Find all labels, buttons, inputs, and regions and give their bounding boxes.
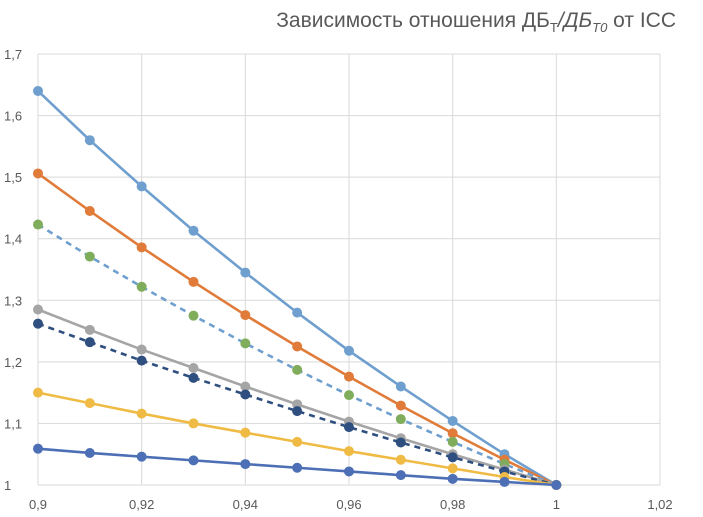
data-point (136, 408, 147, 419)
data-point (447, 452, 458, 463)
data-point (136, 281, 147, 292)
y-tick-label: 1 (4, 478, 11, 493)
chart-title-sub1: Т (550, 20, 558, 35)
data-point (344, 446, 354, 457)
series-line (37, 322, 557, 487)
x-tick-label: 0,9 (29, 497, 47, 512)
data-point (84, 135, 95, 146)
data-point (136, 355, 147, 366)
data-point (499, 476, 510, 487)
chart-title: Зависимость отношения ДБТ/ДБТ0 от ICC (276, 9, 676, 35)
data-point (33, 318, 43, 329)
data-point (33, 85, 43, 96)
y-axis: 1 1,1 1,2 1,3 1,4 1,5 1,6 1,7 (4, 47, 22, 493)
data-point (136, 242, 147, 253)
data-point (188, 418, 199, 429)
y-tick-label: 1,5 (4, 170, 22, 185)
data-point (240, 310, 251, 321)
data-point (188, 310, 199, 321)
data-point (395, 414, 406, 425)
chart-title-suffix: от ICC (607, 9, 676, 32)
series-line (37, 90, 557, 487)
grid (37, 53, 661, 486)
y-tick-label: 1,1 (4, 416, 22, 431)
series-layer (33, 85, 562, 490)
data-point (136, 344, 147, 355)
y-tick-label: 1,3 (4, 293, 22, 308)
data-point (447, 415, 458, 426)
data-point (395, 437, 406, 448)
data-point (84, 324, 95, 335)
data-point (395, 381, 406, 392)
data-point (136, 451, 147, 462)
series-2 (33, 168, 562, 490)
chart-title-mid: /ДБ (556, 9, 592, 32)
data-point (344, 390, 354, 401)
data-point (292, 341, 303, 352)
data-point (395, 470, 406, 481)
data-point (240, 427, 251, 438)
data-point (447, 428, 458, 439)
data-point (84, 337, 95, 348)
data-point (292, 436, 303, 447)
y-tick-label: 1,2 (4, 355, 22, 370)
x-tick-label: 0,96 (336, 497, 361, 512)
data-point (395, 454, 406, 465)
series-4 (33, 304, 562, 490)
data-point (84, 398, 95, 409)
y-tick-label: 1,7 (4, 47, 22, 62)
x-tick-label: 0,92 (129, 497, 154, 512)
series-7 (33, 443, 562, 490)
data-point (84, 206, 95, 217)
data-point (344, 371, 354, 382)
y-tick-label: 1,4 (4, 232, 22, 247)
data-point (344, 422, 354, 433)
data-point (447, 473, 458, 484)
y-tick-label: 1,6 (4, 109, 22, 124)
data-point (240, 389, 251, 400)
data-point (136, 181, 147, 192)
data-point (33, 387, 43, 398)
data-point (33, 168, 43, 179)
data-point (240, 338, 251, 349)
data-point (188, 276, 199, 287)
data-point (84, 251, 95, 262)
data-point (292, 364, 303, 375)
chart-title-sub2: Т0 (592, 20, 608, 35)
x-axis: 0,9 0,92 0,94 0,96 0,98 1 1,02 (29, 497, 673, 512)
x-tick-label: 0,98 (440, 497, 465, 512)
data-point (84, 447, 95, 458)
chart-title-prefix: Зависимость отношения ДБ (276, 9, 550, 32)
x-tick-label: 1 (553, 497, 560, 512)
data-point (344, 345, 354, 356)
data-point (188, 455, 199, 466)
data-point (240, 381, 251, 392)
data-point (551, 480, 562, 490)
data-point (447, 463, 458, 474)
data-point (292, 406, 303, 417)
data-point (188, 363, 199, 374)
data-point (292, 462, 303, 473)
data-point (292, 307, 303, 318)
data-point (240, 267, 251, 278)
data-point (33, 304, 43, 315)
data-point (344, 466, 354, 477)
data-point (395, 400, 406, 411)
data-point (33, 219, 43, 230)
series-line (37, 308, 557, 487)
data-point (33, 443, 43, 454)
x-tick-label: 0,94 (233, 497, 258, 512)
data-point (188, 372, 199, 383)
series-6 (33, 387, 562, 490)
data-point (188, 225, 199, 236)
series-1 (33, 85, 562, 490)
data-point (240, 459, 251, 470)
x-tick-label: 1,02 (647, 497, 672, 512)
data-point (447, 436, 458, 447)
